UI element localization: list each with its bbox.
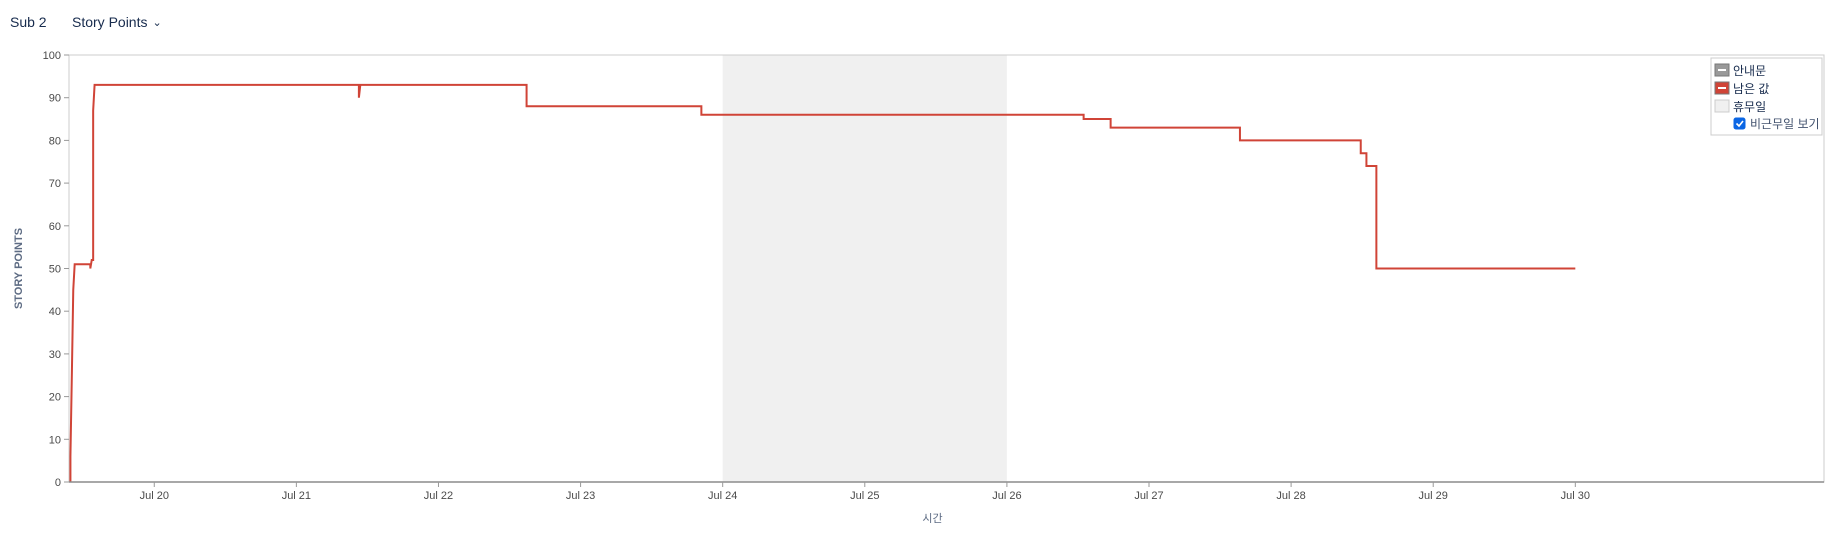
y-tick-label: 80 xyxy=(49,135,61,147)
y-tick-label: 30 xyxy=(49,349,61,361)
metric-select-label: Story Points xyxy=(72,14,148,30)
x-tick-label: Jul 28 xyxy=(1276,490,1305,502)
y-tick-label: 20 xyxy=(49,392,61,404)
x-tick-label: Jul 25 xyxy=(850,490,879,502)
x-tick-label: Jul 29 xyxy=(1419,490,1448,502)
check-icon xyxy=(1735,120,1744,128)
y-tick-label: 0 xyxy=(55,477,61,489)
series-line-remaining xyxy=(69,83,1576,482)
metric-select[interactable]: Story Points ⌄ xyxy=(68,12,166,32)
sprint-label: Sub 2 xyxy=(10,14,47,30)
y-tick-label: 60 xyxy=(49,221,61,233)
legend-swatch[interactable] xyxy=(1714,99,1730,113)
chart-toolbar: Sub 2 Story Points ⌄ xyxy=(0,0,1847,44)
x-axis-title: 시간 xyxy=(922,512,942,525)
chevron-down-icon: ⌄ xyxy=(152,17,162,29)
x-tick-label: Jul 27 xyxy=(1134,490,1163,502)
non-working-days-band xyxy=(722,55,1007,482)
x-tick-label: Jul 20 xyxy=(140,490,169,502)
y-tick-label: 70 xyxy=(49,178,61,190)
legend-item-label: 남은 값 xyxy=(1733,82,1769,96)
y-axis-title: STORY POINTS xyxy=(13,228,25,309)
y-tick-label: 10 xyxy=(49,434,61,446)
x-tick-label: Jul 30 xyxy=(1561,490,1590,502)
show-non-working-days-checkbox[interactable] xyxy=(1733,117,1746,130)
y-tick-label: 90 xyxy=(49,93,61,105)
legend-item-label: 휴무일 xyxy=(1733,100,1766,114)
x-tick-label: Jul 23 xyxy=(566,490,595,502)
legend-swatch[interactable] xyxy=(1714,63,1730,77)
checkbox-label: 비근무일 보기 xyxy=(1750,117,1820,131)
y-tick-label: 50 xyxy=(49,264,61,276)
y-tick-label: 100 xyxy=(43,50,61,62)
x-tick-label: Jul 22 xyxy=(424,490,453,502)
legend-swatch[interactable] xyxy=(1714,81,1730,95)
x-tick-label: Jul 21 xyxy=(282,490,311,502)
legend-item-label: 안내문 xyxy=(1733,64,1766,78)
x-tick-label: Jul 24 xyxy=(708,490,737,502)
x-tick-label: Jul 26 xyxy=(992,490,1021,502)
y-tick-label: 40 xyxy=(49,306,61,318)
